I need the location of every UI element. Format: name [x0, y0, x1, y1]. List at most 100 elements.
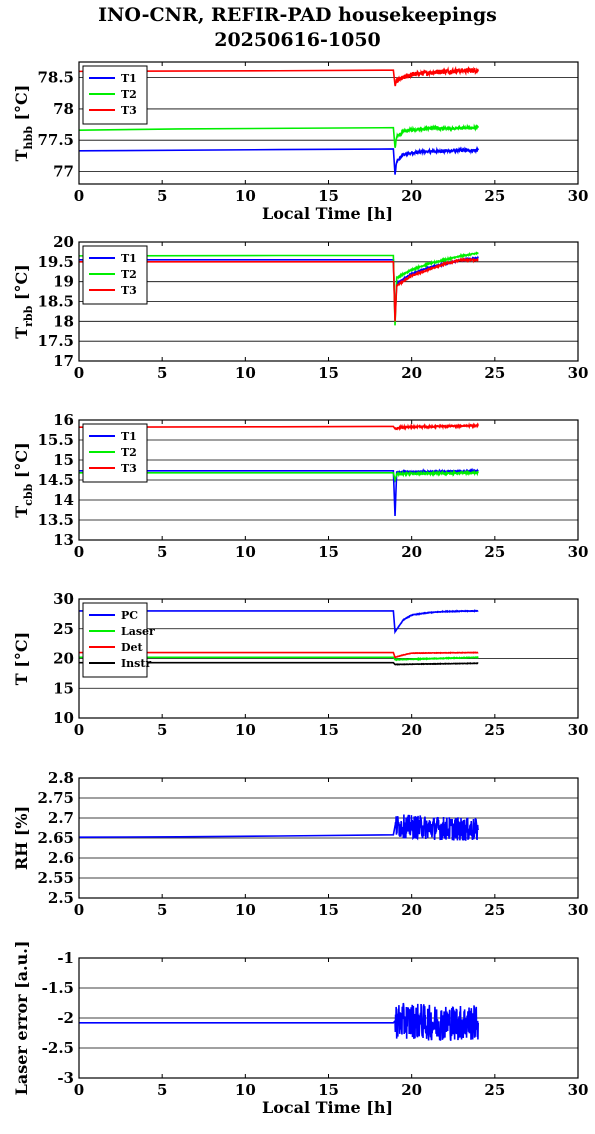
x-tick-label: 20 [401, 543, 422, 561]
x-tick-label: 20 [401, 364, 422, 382]
y-tick-label: 2.5 [48, 889, 74, 907]
legend-label: PC [121, 609, 138, 622]
title-line-2: 20250616-1050 [214, 29, 381, 51]
x-tick-label: 5 [157, 364, 167, 382]
x-tick-label: 25 [484, 364, 505, 382]
x-tick-label: 20 [401, 721, 422, 739]
legend-label: T2 [121, 88, 137, 101]
x-tick-label: 5 [157, 721, 167, 739]
x-tick-label: 0 [74, 187, 84, 205]
plot-frame [78, 777, 579, 899]
series-line-t3 [79, 65, 479, 87]
x-tick-label: 25 [484, 721, 505, 739]
series-line-det [79, 651, 479, 659]
x-tick-label: 5 [157, 901, 167, 919]
series-line-laser [79, 656, 479, 662]
y-tick-label: 20 [53, 650, 74, 668]
legend: PC Laser Det Instr [82, 602, 155, 678]
y-axis-label-main: RH [%] [12, 806, 31, 870]
x-tick-label: 15 [318, 543, 339, 561]
y-tick-label: -2.5 [42, 1039, 74, 1057]
y-tick-label: 78 [53, 100, 74, 118]
x-tick-label: 20 [401, 901, 422, 919]
chart-panel-4: 10 15 20 25 30 0 5 10 15 20 25 30 PC Laser Det Instr T [… [12, 590, 588, 739]
series-line-instr [79, 661, 479, 666]
title-line-1: INO-CNR, REFIR-PAD housekeepings [98, 4, 497, 26]
series-line-t3 [79, 422, 479, 432]
legend-label: Det [121, 641, 144, 654]
plot-frame [78, 61, 579, 185]
x-tick-label: 5 [157, 1081, 167, 1099]
x-tick-label: 10 [235, 187, 256, 205]
x-tick-label: 25 [484, 543, 505, 561]
x-tick-label: 25 [484, 901, 505, 919]
x-tick-label: 30 [568, 543, 589, 561]
y-tick-label: 2.7 [48, 809, 74, 827]
legend: T1 T2 T3 [82, 423, 148, 483]
y-tick-label: 17.5 [37, 332, 74, 350]
x-tick-label: 0 [74, 721, 84, 739]
chart-panel-3: 13 13.5 14 14.5 15 15.5 16 0 5 10 15 20 25 30 T1 T2 T3 Tc… [12, 411, 588, 561]
x-tick-label: 5 [157, 187, 167, 205]
y-tick-label: 30 [53, 590, 74, 608]
x-tick-label: 15 [318, 721, 339, 739]
x-tick-label: 30 [568, 187, 589, 205]
x-tick-label: 30 [568, 901, 589, 919]
legend-label: T3 [121, 104, 137, 117]
legend-label: T2 [121, 268, 137, 281]
legend: T1 T2 T3 [82, 245, 148, 305]
y-axis-label-unit: [°C] [12, 264, 31, 305]
x-tick-label: 10 [235, 364, 256, 382]
series-line-data [79, 814, 479, 841]
x-tick-label: 30 [568, 721, 589, 739]
chart-panel-5: 2.5 2.55 2.6 2.65 2.7 2.75 2.8 0 5 10 15 20 25 30 RH [… [12, 769, 588, 919]
x-tick-label: 0 [74, 901, 84, 919]
x-tick-label: 0 [74, 543, 84, 561]
y-tick-label: 2.6 [48, 849, 74, 867]
x-axis-label: Local Time [h] [262, 204, 393, 223]
y-tick-label: -1.5 [42, 979, 74, 997]
x-tick-label: 10 [235, 1081, 256, 1099]
y-tick-label: 16 [53, 411, 74, 429]
x-tick-label: 25 [484, 187, 505, 205]
y-axis-label: Tcbb [°C] [12, 442, 35, 517]
legend-label: T3 [121, 284, 137, 297]
x-tick-label: 5 [157, 543, 167, 561]
x-tick-label: 10 [235, 901, 256, 919]
y-axis-label: T [°C] [12, 632, 31, 685]
plot-frame [78, 419, 579, 541]
plot-frame [78, 241, 579, 362]
y-tick-label: 14.5 [37, 471, 74, 489]
x-axis-label: Local Time [h] [262, 1098, 393, 1117]
y-tick-label: 15 [53, 451, 74, 469]
x-tick-label: 20 [401, 187, 422, 205]
y-tick-label: 18 [53, 312, 74, 330]
series-line-t2 [79, 123, 479, 148]
y-tick-label: 20 [53, 233, 74, 251]
y-tick-label: 2.65 [37, 829, 74, 847]
x-tick-label: 10 [235, 543, 256, 561]
y-tick-label: 17 [53, 352, 74, 370]
y-axis-label-sub: hbb [22, 126, 35, 150]
y-tick-label: 14 [53, 491, 74, 509]
y-tick-label: 77.5 [37, 131, 74, 149]
plot-frame [78, 957, 579, 1079]
y-tick-label: 15.5 [37, 431, 74, 449]
chart-panel-1: 77 77.5 78 78.5 0 5 10 15 20 25 30 T1 T2 T3 Thbb [°C] L… [12, 61, 589, 223]
legend-label: T3 [121, 462, 137, 475]
y-tick-label: 2.55 [37, 869, 74, 887]
x-tick-label: 0 [74, 364, 84, 382]
x-tick-label: 0 [74, 1081, 84, 1099]
series-line-pc [79, 609, 479, 635]
y-axis-label-main: T [12, 506, 31, 518]
y-tick-label: 77 [53, 162, 74, 180]
y-axis-label: RH [%] [12, 806, 31, 870]
y-axis-label-sub: rbb [22, 305, 35, 326]
x-tick-label: 15 [318, 901, 339, 919]
plot-frame [78, 598, 579, 719]
y-tick-label: 10 [53, 709, 74, 727]
x-tick-label: 30 [568, 1081, 589, 1099]
series-line-data [79, 1002, 479, 1041]
